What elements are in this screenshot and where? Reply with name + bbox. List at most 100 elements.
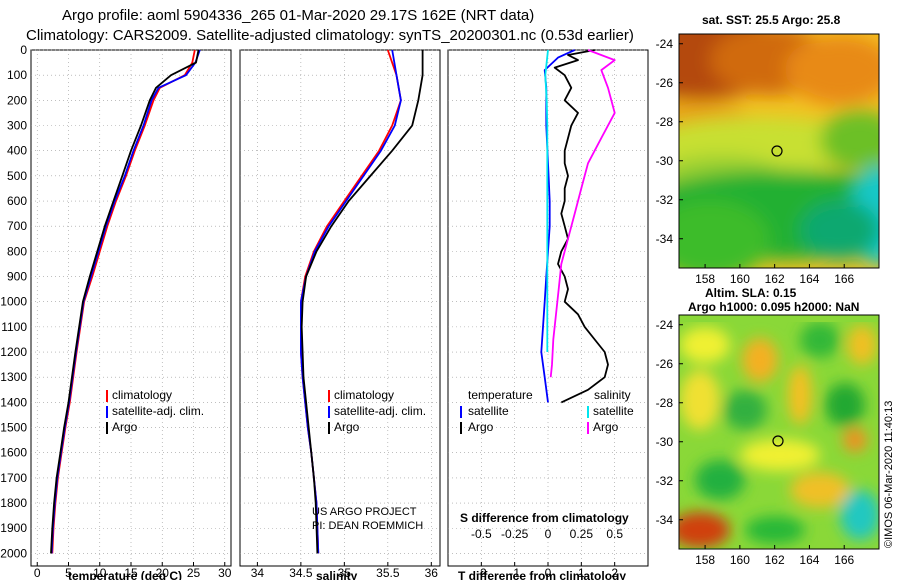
y-tick-label: 900	[7, 270, 27, 284]
legend-swatch-argo	[106, 422, 108, 434]
sla-heatmap	[679, 315, 879, 549]
y-tick-label: 400	[7, 144, 27, 158]
y-tick-label: 1200	[0, 345, 27, 359]
x-tick-label: 34.5	[289, 566, 313, 580]
map-lat-label: -28	[656, 396, 674, 410]
series-line-s-satellite	[544, 49, 549, 352]
legend-swatch-s-satellite	[587, 406, 589, 418]
x-tick-label: 2	[611, 566, 618, 580]
imos-credit: ©IMOS 06-Mar-2020 11:40:13	[883, 401, 895, 548]
x-tick-label: 30	[218, 566, 232, 580]
temperature-axes	[30, 49, 232, 567]
map-lat-label: -30	[656, 154, 674, 168]
salinity-axes	[239, 49, 441, 567]
map-lat-label: -34	[656, 232, 674, 246]
s-tick-label: -0.25	[501, 527, 529, 541]
map-lon-label: 166	[834, 553, 854, 567]
temperature-xlabel: temperature (deg C)	[68, 569, 182, 580]
y-tick-label: 1800	[0, 496, 27, 510]
sst-heatmap	[679, 34, 879, 268]
legend-swatch-argo	[328, 422, 330, 434]
y-tick-label: 600	[7, 194, 27, 208]
map-lat-label: -26	[656, 76, 674, 90]
x-tick-label: 20	[156, 566, 170, 580]
y-tick-label: 1300	[0, 370, 27, 384]
x-tick-label: 36	[425, 566, 439, 580]
map-lon-label: 158	[695, 553, 715, 567]
legend-swatch-climatology	[328, 390, 330, 402]
sla-map: Altim. SLA: 0.15 Argo h1000: 0.095 h2000…	[656, 286, 880, 567]
map-lon-label: 164	[799, 272, 819, 286]
y-tick-label: 1500	[0, 421, 27, 435]
legend-satellite: satellite-adj. clim.	[112, 404, 204, 418]
legend-swatch-t-argo	[460, 422, 462, 434]
map-lon-label: 162	[765, 553, 785, 567]
sst-map-frame	[678, 33, 880, 269]
x-tick-label: -2	[476, 566, 487, 580]
y-tick-label: 0	[20, 43, 27, 57]
x-tick-label: 35	[338, 566, 352, 580]
legend-satellite: satellite-adj. clim.	[334, 404, 426, 418]
difference-panel: -2 -1 0 1 2 -0.5 -0.25 0 0.25 0.5 S difference fr…	[447, 49, 649, 580]
legend-swatch-satellite	[328, 406, 330, 418]
s-tick-label: 0	[545, 527, 552, 541]
map-lat-label: -32	[656, 474, 674, 488]
salinity-panel: 34 34.5 35 35.5 36 salinity climatology sate…	[239, 49, 441, 580]
x-tick-label: 5	[65, 566, 72, 580]
x-tick-label: 10	[93, 566, 107, 580]
temperature-panel: 0100200300400500600700800900100011001200…	[0, 43, 231, 580]
y-tick-label: 1600	[0, 446, 27, 460]
x-tick-label: 0	[34, 566, 41, 580]
x-tick-label: 1	[578, 566, 585, 580]
project-credit-line2: PI: DEAN ROEMMICH	[312, 520, 423, 532]
y-tick-label: 1000	[0, 295, 27, 309]
legend-climatology: climatology	[112, 388, 172, 402]
temperature-legend: climatology satellite-adj. clim. Argo	[106, 388, 204, 434]
y-tick-label: 100	[7, 68, 27, 82]
y-tick-label: 500	[7, 169, 27, 183]
map-lat-label: -30	[656, 435, 674, 449]
y-tick-label: 2000	[0, 546, 27, 560]
legend-climatology: climatology	[334, 388, 394, 402]
sst-map: sat. SST: 25.5 Argo: 25.8 158 160 162 164 16…	[656, 13, 880, 286]
legend-argo: Argo	[112, 420, 138, 434]
legend-s-satellite: satellite	[593, 404, 634, 418]
legend-swatch-t-satellite	[460, 406, 462, 418]
legend-salinity-title: salinity	[594, 388, 631, 402]
y-tick-label: 1700	[0, 471, 27, 485]
map-lat-label: -28	[656, 115, 674, 129]
map-lon-label: 160	[730, 272, 750, 286]
map-lat-label: -34	[656, 513, 674, 527]
project-credit-line1: US ARGO PROJECT	[312, 506, 417, 518]
argo-position-marker	[771, 145, 783, 157]
map-lat-label: -32	[656, 193, 674, 207]
s-tick-label: 0.5	[606, 527, 623, 541]
y-tick-label: 1900	[0, 521, 27, 535]
map-lon-label: 166	[834, 272, 854, 286]
map-lon-label: 160	[730, 553, 750, 567]
legend-s-argo: Argo	[593, 420, 619, 434]
map-lon-label: 162	[765, 272, 785, 286]
y-tick-label: 800	[7, 244, 27, 258]
x-tick-label: 25	[187, 566, 201, 580]
legend-t-argo: Argo	[468, 420, 494, 434]
sst-map-title: sat. SST: 25.5 Argo: 25.8	[702, 13, 841, 27]
title-line2: Climatology: CARS2009. Satellite-adjuste…	[26, 27, 634, 44]
series-line-s-argo	[549, 49, 616, 378]
sla-map-subtitle: Argo h1000: 0.095 h2000: NaN	[688, 300, 859, 314]
map-lat-label: -26	[656, 357, 674, 371]
s-tick-label: 0.25	[570, 527, 594, 541]
legend-swatch-climatology	[106, 390, 108, 402]
series-line-argo	[300, 50, 424, 554]
sla-map-frame	[678, 314, 880, 550]
map-lon-label: 164	[799, 553, 819, 567]
legend-t-satellite: satellite	[468, 404, 509, 418]
title-line1: Argo profile: aoml 5904336_265 01-Mar-20…	[62, 7, 534, 24]
legend-swatch-satellite	[106, 406, 108, 418]
y-tick-label: 200	[7, 93, 27, 107]
legend-temperature-title: temperature	[468, 388, 533, 402]
y-tick-label: 700	[7, 219, 27, 233]
map-lat-label: -24	[656, 318, 674, 332]
map-lat-label: -24	[656, 37, 674, 51]
